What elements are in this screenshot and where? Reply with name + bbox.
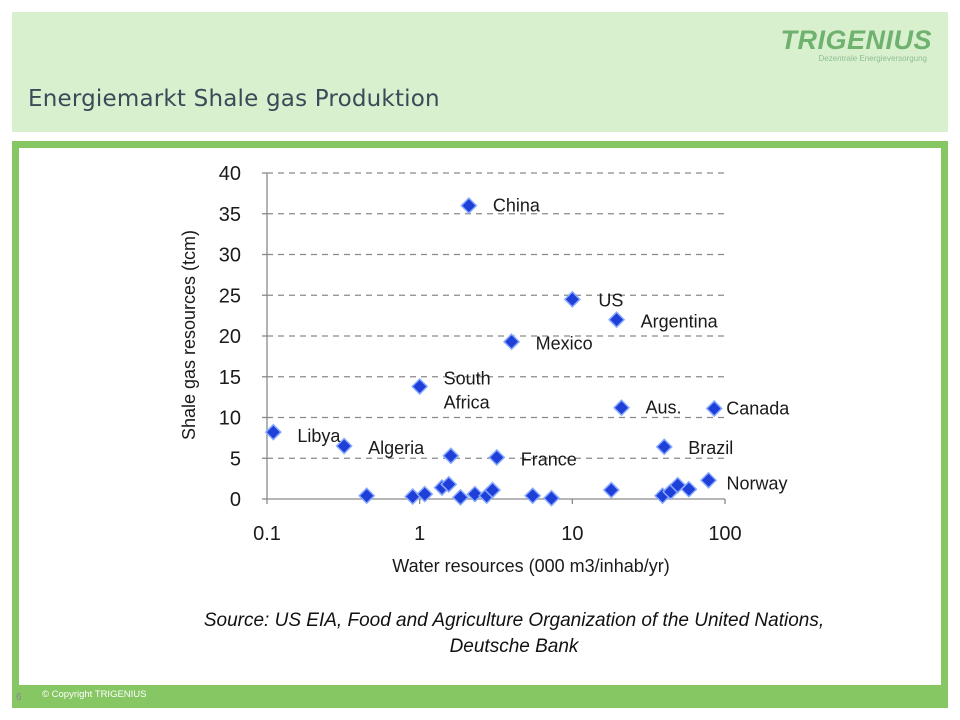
data-point-marker: [542, 489, 561, 507]
point-label: Canada: [726, 399, 790, 419]
source-caption: Source: US EIA, Food and Agriculture Org…: [203, 610, 825, 657]
x-tick-label: 1: [414, 523, 425, 545]
x-tick-label: 0.1: [253, 523, 281, 545]
y-tick-label: 25: [219, 285, 241, 307]
logo-wordmark: TRIGENIUS: [780, 25, 932, 55]
data-point-marker: [451, 488, 470, 506]
x-tick-label: 100: [708, 523, 741, 545]
y-tick-label: 15: [219, 367, 241, 389]
data-point-marker: [602, 481, 620, 499]
point-label: Libya: [297, 426, 341, 446]
point-label: China: [493, 196, 541, 216]
trigenius-logo: TRIGENIUS Dezentrale Energieversorgung: [780, 26, 932, 63]
data-point-marker: [264, 423, 282, 441]
point-label: Aus.: [646, 398, 682, 418]
point-label: US: [598, 290, 623, 310]
point-label: Algeria: [368, 438, 425, 458]
point-label: Brazil: [688, 438, 733, 458]
logo-tagline: Dezentrale Energieversorgung: [818, 54, 927, 63]
y-tick-label: 0: [230, 489, 241, 511]
y-tick-label: 30: [219, 245, 241, 267]
point-label: South Africa: [444, 369, 491, 413]
data-point-marker: [460, 197, 478, 215]
y-tick-label: 10: [219, 408, 241, 430]
data-point-marker: [699, 471, 718, 489]
data-point-marker: [524, 487, 542, 505]
x-tick-label: 10: [561, 523, 583, 545]
data-point-marker: [404, 487, 422, 506]
point-label: Norway: [727, 473, 788, 493]
data-point-marker: [483, 481, 502, 499]
y-tick-label: 35: [219, 204, 241, 226]
data-point-marker: [608, 311, 626, 329]
y-tick-label: 20: [219, 326, 241, 348]
data-point-marker: [411, 377, 429, 396]
point-label: Mexico: [536, 334, 593, 354]
point-label: Argentina: [641, 312, 719, 332]
y-axis-label: Shale gas resources (tcm): [179, 230, 199, 440]
data-point-marker: [335, 437, 353, 455]
data-point-marker: [655, 438, 673, 456]
data-point-marker: [440, 475, 458, 493]
page-number: 6: [16, 692, 22, 703]
y-tick-label: 40: [219, 163, 241, 185]
x-axis-label: Water resources (000 m3/inhab/yr): [392, 556, 669, 576]
data-point-marker: [442, 447, 460, 465]
data-point-marker: [612, 399, 631, 417]
data-point-marker: [680, 480, 698, 498]
slide-header: Energiemarkt Shale gas Produktion TRIGEN…: [12, 12, 948, 132]
data-point-marker: [358, 487, 376, 505]
data-point-marker: [503, 333, 521, 351]
point-label: France: [521, 449, 577, 469]
y-tick-label: 5: [230, 448, 241, 470]
data-point-marker: [705, 399, 723, 418]
data-point-marker: [563, 290, 581, 308]
slide-title: Energiemarkt Shale gas Produktion: [28, 86, 440, 112]
data-point-marker: [416, 485, 434, 503]
copyright-notice: © Copyright TRIGENIUS: [42, 689, 147, 700]
content-panel: [19, 148, 941, 685]
data-point-marker: [466, 485, 484, 503]
data-point-marker: [488, 448, 506, 466]
